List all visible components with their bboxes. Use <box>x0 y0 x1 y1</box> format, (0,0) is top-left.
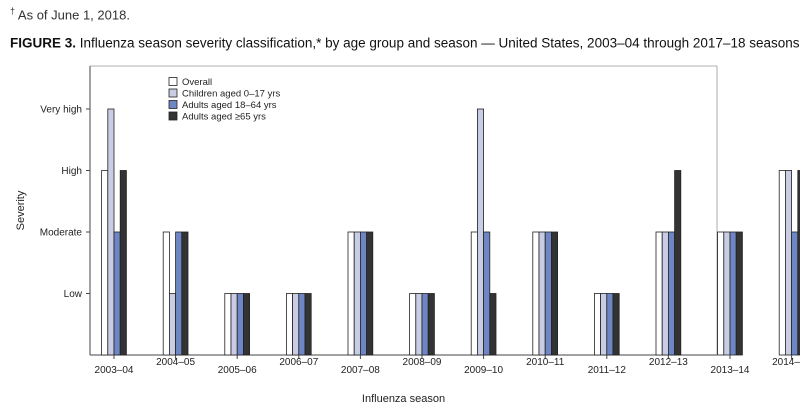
bar-4 <box>489 293 497 356</box>
bar-4 <box>735 231 743 356</box>
figure-label: FIGURE 3. <box>10 35 77 51</box>
bar-3 <box>113 231 121 356</box>
bar-3 <box>236 293 244 356</box>
legend-swatch <box>168 88 178 98</box>
bar-4 <box>797 170 800 356</box>
x-tick-label: 2014–15 <box>772 357 800 368</box>
x-tick-label: 2012–13 <box>649 357 688 368</box>
bar-2 <box>168 293 176 356</box>
bar-2 <box>415 293 423 356</box>
y-tick-label: Very high <box>40 105 82 116</box>
x-tick-label: 2006–07 <box>279 357 318 368</box>
legend-swatch <box>168 100 178 109</box>
bar-3 <box>791 231 799 356</box>
bar-2 <box>476 108 484 356</box>
footnote-symbol: † <box>10 6 16 16</box>
bar-1 <box>162 231 170 356</box>
bar-4 <box>612 293 620 356</box>
bar-2 <box>538 231 546 356</box>
x-tick-label: 2005–06 <box>218 365 257 376</box>
x-tick-label: 2003–04 <box>95 365 134 376</box>
x-tick-label: 2008–09 <box>403 357 442 368</box>
bar-3 <box>606 293 614 356</box>
figure-title: FIGURE 3. Influenza season severity clas… <box>10 34 800 51</box>
x-tick-label: 2013–14 <box>711 365 750 376</box>
bar-4 <box>366 231 374 356</box>
legend-label: Adults aged 18–64 yrs <box>182 100 277 111</box>
bar-1 <box>224 293 232 356</box>
bar-1 <box>285 293 293 356</box>
bar-3 <box>483 231 491 356</box>
bar-2 <box>292 293 300 356</box>
y-tick-label: High <box>61 166 82 177</box>
bar-1 <box>655 231 663 356</box>
bar-3 <box>298 293 306 356</box>
bar-2 <box>661 231 669 356</box>
bar-4 <box>304 293 312 356</box>
footnote: † As of June 1, 2018. <box>10 6 130 22</box>
bar-4 <box>242 293 250 356</box>
bar-3 <box>421 293 429 356</box>
bar-3 <box>668 231 676 356</box>
legend-swatch <box>168 111 178 121</box>
bar-2 <box>600 293 608 356</box>
x-tick-label: 2007–08 <box>341 365 380 376</box>
x-axis-title: Influenza season <box>362 393 445 405</box>
y-axis-title: Severity <box>15 190 27 230</box>
bar-2 <box>353 231 361 356</box>
legend-label: Adults aged ≥65 yrs <box>182 112 266 123</box>
x-tick-label: 2010–11 <box>526 357 565 368</box>
legend-label: Children aged 0–17 yrs <box>182 89 280 100</box>
legend-swatch <box>168 77 178 86</box>
bar-1 <box>101 170 109 356</box>
bar-3 <box>544 231 552 356</box>
bar-1 <box>532 231 540 356</box>
bar-4 <box>427 293 435 356</box>
bar-1 <box>347 231 355 356</box>
figure-title-text: Influenza season severity classification… <box>76 35 800 51</box>
bar-4 <box>181 231 189 356</box>
bar-2 <box>785 170 793 356</box>
bar-3 <box>175 231 183 356</box>
y-tick-label: Low <box>64 289 83 300</box>
y-tick-label: Moderate <box>40 228 83 239</box>
bar-3 <box>729 231 737 356</box>
bar-2 <box>107 108 115 356</box>
bar-3 <box>359 231 367 356</box>
bar-1 <box>470 231 478 356</box>
bar-1 <box>717 231 725 356</box>
x-tick-label: 2011–12 <box>588 365 627 376</box>
legend-label: Overall <box>182 77 212 88</box>
bar-2 <box>230 293 238 356</box>
footnote-text: As of June 1, 2018. <box>15 7 130 23</box>
bar-1 <box>409 293 417 356</box>
x-tick-label: 2004–05 <box>156 357 195 368</box>
bar-4 <box>119 170 127 356</box>
bar-1 <box>594 293 602 356</box>
bar-1 <box>778 170 786 356</box>
bar-4 <box>674 170 682 356</box>
x-tick-label: 2009–10 <box>464 365 503 376</box>
bar-4 <box>551 231 559 356</box>
bar-2 <box>723 231 731 356</box>
